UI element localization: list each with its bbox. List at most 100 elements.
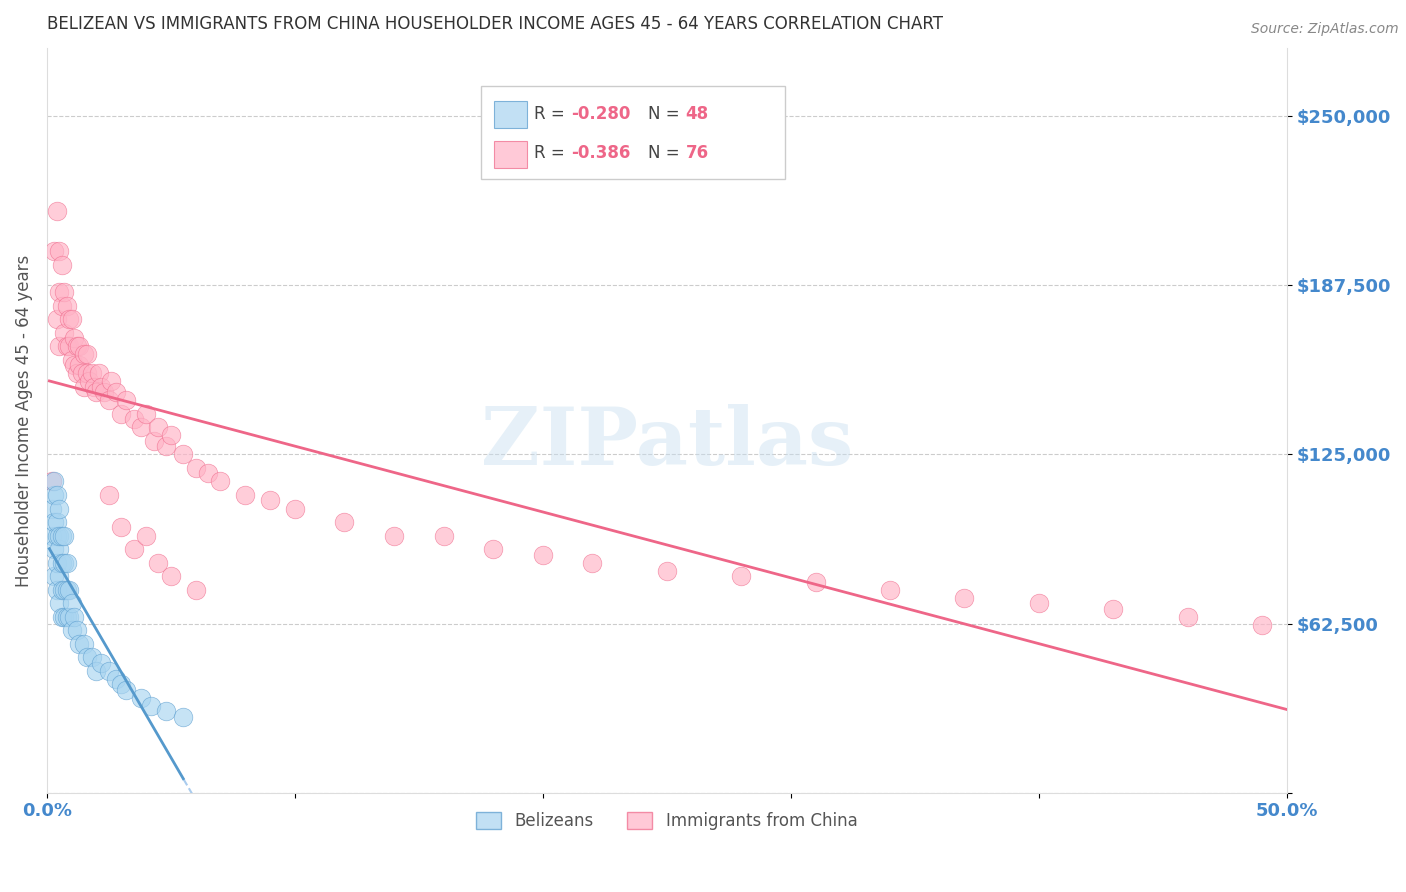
Point bbox=[172, 447, 194, 461]
Point bbox=[172, 710, 194, 724]
Point bbox=[90, 380, 112, 394]
Point bbox=[73, 637, 96, 651]
Point bbox=[63, 358, 86, 372]
Point bbox=[58, 339, 80, 353]
Point bbox=[433, 528, 456, 542]
Point bbox=[53, 609, 76, 624]
Point bbox=[86, 385, 108, 400]
Text: N =: N = bbox=[648, 105, 685, 123]
Point bbox=[105, 672, 128, 686]
Point bbox=[48, 339, 70, 353]
Point bbox=[1028, 596, 1050, 610]
Point bbox=[63, 331, 86, 345]
Text: ZIPatlas: ZIPatlas bbox=[481, 404, 853, 482]
Point bbox=[51, 258, 73, 272]
Point bbox=[73, 347, 96, 361]
Point bbox=[86, 664, 108, 678]
Point bbox=[155, 439, 177, 453]
Point bbox=[70, 366, 93, 380]
Point bbox=[67, 339, 90, 353]
Point bbox=[76, 650, 98, 665]
Point bbox=[73, 380, 96, 394]
Point bbox=[76, 347, 98, 361]
Text: Source: ZipAtlas.com: Source: ZipAtlas.com bbox=[1251, 22, 1399, 37]
Point bbox=[135, 528, 157, 542]
Point bbox=[53, 285, 76, 299]
Point bbox=[80, 366, 103, 380]
Point bbox=[51, 556, 73, 570]
Point bbox=[110, 520, 132, 534]
Point bbox=[122, 542, 145, 557]
Legend: Belizeans, Immigrants from China: Belizeans, Immigrants from China bbox=[470, 805, 865, 837]
Point bbox=[87, 366, 110, 380]
Point bbox=[148, 420, 170, 434]
Point bbox=[83, 380, 105, 394]
Y-axis label: Householder Income Ages 45 - 64 years: Householder Income Ages 45 - 64 years bbox=[15, 254, 32, 587]
Point bbox=[48, 569, 70, 583]
Point bbox=[93, 385, 115, 400]
Point bbox=[48, 528, 70, 542]
Point bbox=[44, 244, 66, 259]
Point bbox=[58, 582, 80, 597]
Point bbox=[97, 488, 120, 502]
Point bbox=[51, 609, 73, 624]
Point bbox=[44, 475, 66, 489]
Point bbox=[44, 542, 66, 557]
Text: -0.386: -0.386 bbox=[571, 144, 631, 161]
Point bbox=[48, 285, 70, 299]
Point bbox=[115, 682, 138, 697]
Point bbox=[581, 556, 603, 570]
Point bbox=[66, 339, 89, 353]
Point bbox=[67, 358, 90, 372]
Point bbox=[259, 493, 281, 508]
Point bbox=[53, 556, 76, 570]
Point bbox=[53, 528, 76, 542]
Point bbox=[100, 374, 122, 388]
Point bbox=[184, 461, 207, 475]
Point bbox=[48, 244, 70, 259]
FancyBboxPatch shape bbox=[495, 102, 527, 128]
Point bbox=[80, 650, 103, 665]
Point bbox=[76, 366, 98, 380]
Point bbox=[66, 366, 89, 380]
Point bbox=[110, 407, 132, 421]
Point bbox=[655, 564, 678, 578]
Point bbox=[122, 412, 145, 426]
Point bbox=[53, 326, 76, 340]
Point bbox=[879, 582, 901, 597]
Point bbox=[135, 407, 157, 421]
Point bbox=[44, 515, 66, 529]
Point bbox=[160, 569, 183, 583]
Point bbox=[209, 475, 232, 489]
Point bbox=[58, 312, 80, 326]
Point bbox=[115, 393, 138, 408]
Point bbox=[45, 515, 67, 529]
Point bbox=[55, 609, 77, 624]
Point bbox=[382, 528, 405, 542]
Point bbox=[51, 299, 73, 313]
Point bbox=[148, 556, 170, 570]
Point bbox=[531, 548, 554, 562]
Point bbox=[55, 299, 77, 313]
Point bbox=[184, 582, 207, 597]
Point bbox=[45, 203, 67, 218]
Point bbox=[284, 501, 307, 516]
Point bbox=[45, 556, 67, 570]
Point bbox=[160, 428, 183, 442]
Point bbox=[155, 705, 177, 719]
Point bbox=[197, 467, 219, 481]
Point bbox=[60, 352, 83, 367]
Point bbox=[44, 488, 66, 502]
Point bbox=[53, 582, 76, 597]
Point bbox=[55, 582, 77, 597]
Point bbox=[60, 596, 83, 610]
Point bbox=[129, 690, 152, 705]
Point bbox=[1251, 618, 1274, 632]
Point bbox=[41, 501, 63, 516]
Point bbox=[55, 556, 77, 570]
Point bbox=[60, 624, 83, 638]
Point bbox=[51, 528, 73, 542]
Point bbox=[45, 582, 67, 597]
Point bbox=[41, 528, 63, 542]
Point bbox=[97, 664, 120, 678]
